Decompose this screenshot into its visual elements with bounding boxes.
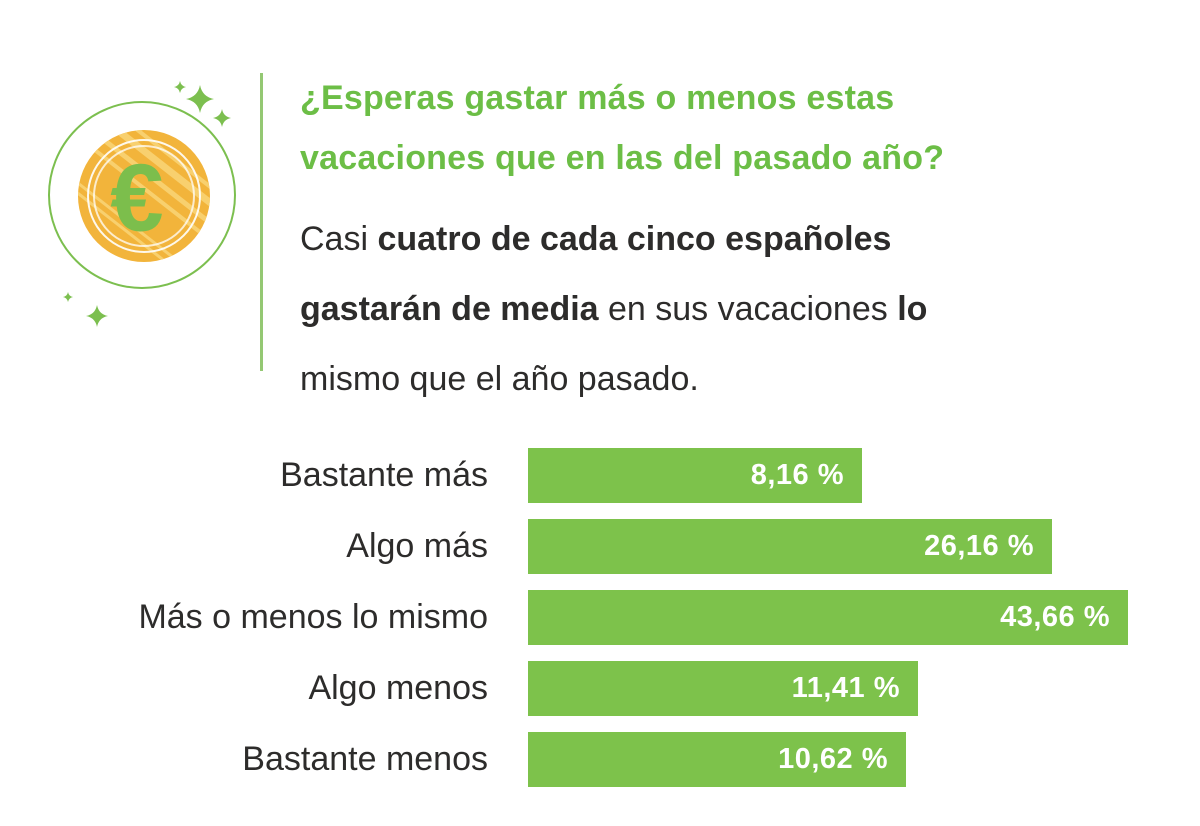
- bar: 11,41 %: [528, 661, 918, 716]
- chart-row: Bastante más 8,16 %: [0, 448, 1200, 503]
- bar: 8,16 %: [528, 448, 862, 503]
- intro-segment: en sus vacaciones: [598, 290, 898, 328]
- page-title: ¿Esperas gastar más o menos estas vacaci…: [300, 68, 1080, 188]
- sparkle-star-icon: [186, 85, 214, 113]
- title-line-2: vacaciones que en las del pasado año?: [300, 139, 945, 177]
- coin-inner-ring-2: [93, 145, 195, 247]
- intro-bold-segment: lo: [897, 290, 928, 328]
- bar-chart: Bastante más 8,16 % Algo más 26,16 % Más o m…: [0, 448, 1200, 803]
- value-label: 26,16 %: [924, 530, 1034, 562]
- chart-row: Algo menos 11,41 %: [0, 661, 1200, 716]
- separator-divider: [260, 73, 263, 371]
- coin-outline-circle: [48, 101, 236, 289]
- bar: 26,16 %: [528, 519, 1052, 574]
- intro-bold-segment: gastarán de media: [300, 290, 599, 328]
- chart-row: Más o menos lo mismo 43,66 %: [0, 590, 1200, 645]
- coin-inner-ring: [87, 139, 201, 253]
- sparkle-star-icon: [174, 81, 186, 93]
- bar: 10,62 %: [528, 732, 906, 787]
- euro-symbol: €: [110, 145, 163, 252]
- euro-coin-icon: €: [48, 81, 237, 327]
- title-line-1: ¿Esperas gastar más o menos estas: [300, 79, 895, 117]
- value-label: 10,62 %: [778, 743, 888, 775]
- intro-segment: mismo que el año pasado.: [300, 360, 699, 398]
- value-label: 11,41 %: [791, 672, 900, 704]
- value-label: 8,16 %: [750, 459, 844, 491]
- sparkle-star-icon: [63, 292, 73, 302]
- intro-text: Casi cuatro de cada cinco españoles gasta…: [300, 204, 1080, 414]
- bar: 43,66 %: [528, 590, 1128, 645]
- category-label: Bastante más: [280, 456, 488, 494]
- category-label: Algo menos: [308, 669, 488, 707]
- category-label: Más o menos lo mismo: [138, 598, 488, 636]
- chart-row: Algo más 26,16 %: [0, 519, 1200, 574]
- intro-line: Casi cuatro de cada cinco españoles: [300, 204, 1080, 274]
- sparkle-star-icon: [86, 305, 108, 327]
- value-label: 43,66 %: [1000, 601, 1110, 633]
- intro-line: mismo que el año pasado.: [300, 344, 1080, 414]
- header-block: ¿Esperas gastar más o menos estas vacaci…: [300, 68, 1080, 414]
- intro-bold-segment: cuatro de cada cinco españoles: [377, 220, 892, 258]
- category-label: Algo más: [346, 527, 488, 565]
- category-label: Bastante menos: [242, 740, 488, 778]
- sparkle-star-icon: [213, 109, 231, 127]
- sparkle-stars: [63, 81, 231, 327]
- chart-row: Bastante menos 10,62 %: [0, 732, 1200, 787]
- intro-line: gastarán de media en sus vacaciones lo: [300, 274, 1080, 344]
- intro-segment: Casi: [300, 220, 378, 258]
